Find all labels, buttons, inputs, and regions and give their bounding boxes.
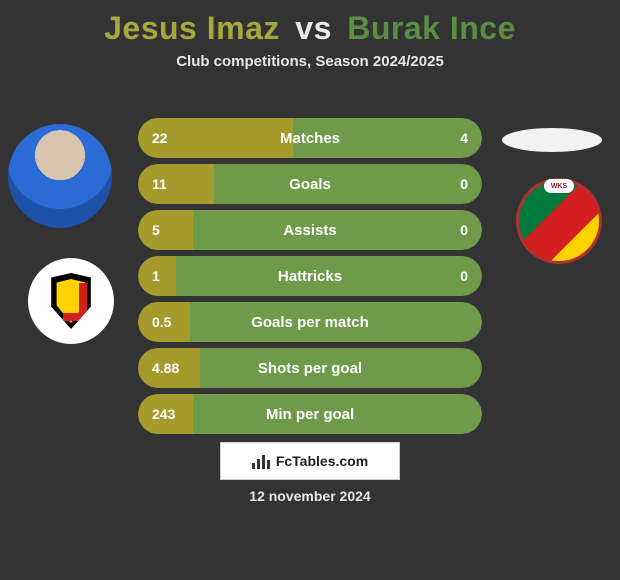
title-player1: Jesus Imaz (104, 10, 280, 46)
stat-value-right: 0 (460, 164, 468, 204)
wks-banner: WKS (544, 179, 574, 193)
stat-label: Assists (138, 210, 482, 250)
stat-row-shots-per-goal: 4.88 Shots per goal (138, 348, 482, 388)
brand-box: FcTables.com (220, 442, 400, 480)
player2-avatar-placeholder (502, 128, 602, 152)
stat-label: Goals per match (138, 302, 482, 342)
stat-rows: 22 Matches 4 11 Goals 0 5 Assists 0 1 Ha… (138, 118, 482, 440)
stat-label: Goals (138, 164, 482, 204)
comparison-infographic: Jesus Imaz vs Burak Ince Club competitio… (0, 0, 620, 580)
stat-row-goals-per-match: 0.5 Goals per match (138, 302, 482, 342)
shield-icon (49, 273, 93, 329)
stat-row-goals: 11 Goals 0 (138, 164, 482, 204)
stat-label: Min per goal (138, 394, 482, 434)
title-player2: Burak Ince (347, 10, 516, 46)
brand-text: FcTables.com (276, 453, 368, 469)
stat-label: Hattricks (138, 256, 482, 296)
stat-label: Matches (138, 118, 482, 158)
stat-row-assists: 5 Assists 0 (138, 210, 482, 250)
title-vs: vs (295, 10, 332, 46)
stat-label: Shots per goal (138, 348, 482, 388)
stat-value-right: 0 (460, 256, 468, 296)
player1-club-logo (28, 258, 114, 344)
bar-chart-icon (252, 453, 270, 469)
player1-avatar (8, 124, 112, 228)
subtitle: Club competitions, Season 2024/2025 (0, 53, 620, 70)
stat-value-right: 4 (460, 118, 468, 158)
stat-row-matches: 22 Matches 4 (138, 118, 482, 158)
stat-row-hattricks: 1 Hattricks 0 (138, 256, 482, 296)
footer-date: 12 november 2024 (0, 488, 620, 504)
page-title: Jesus Imaz vs Burak Ince (0, 0, 620, 53)
stat-row-min-per-goal: 243 Min per goal (138, 394, 482, 434)
player2-club-logo: WKS (516, 178, 602, 264)
stat-value-right: 0 (460, 210, 468, 250)
